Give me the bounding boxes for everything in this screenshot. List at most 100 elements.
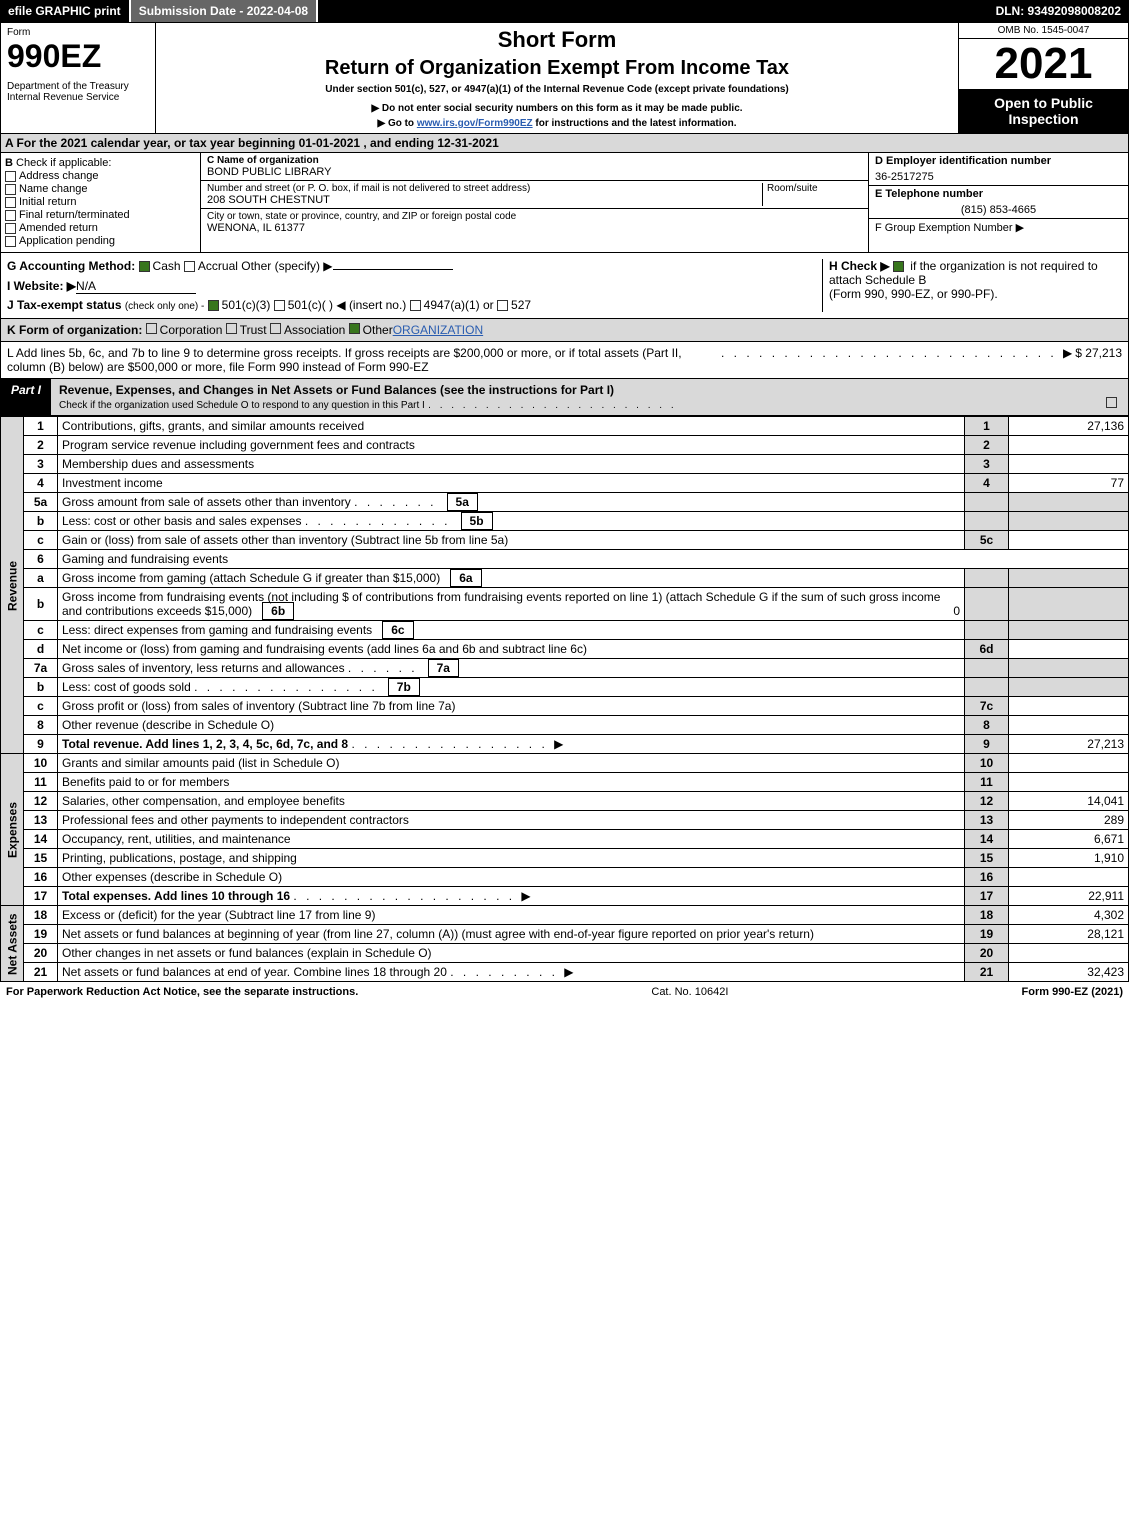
line-k: K Form of organization: Corporation Trus… — [0, 319, 1129, 342]
h-checkbox[interactable] — [893, 261, 904, 272]
final-return-checkbox[interactable] — [5, 210, 16, 221]
form-label: Form — [7, 27, 149, 38]
line-amount — [1009, 754, 1129, 773]
b-label: Check if applicable: — [16, 157, 111, 169]
omb-number: OMB No. 1545-0047 — [959, 23, 1128, 39]
assoc-checkbox[interactable] — [270, 323, 281, 334]
527-checkbox[interactable] — [497, 300, 508, 311]
shade-cell — [1009, 493, 1129, 512]
line-amount — [1009, 944, 1129, 963]
line-amount: 27,136 — [1009, 417, 1129, 436]
final-return-label: Final return/terminated — [19, 209, 130, 221]
line-num: 1 — [24, 417, 58, 436]
shade-cell — [965, 569, 1009, 588]
app-pending-checkbox[interactable] — [5, 236, 16, 247]
line-num: 5a — [24, 493, 58, 512]
cash-checkbox[interactable] — [139, 261, 150, 272]
return-title: Return of Organization Exempt From Incom… — [164, 57, 950, 80]
line-ref: 10 — [965, 754, 1009, 773]
line-num: 16 — [24, 868, 58, 887]
footer-left: For Paperwork Reduction Act Notice, see … — [6, 986, 358, 998]
website-value: N/A — [76, 279, 196, 294]
submission-date: Submission Date - 2022-04-08 — [131, 0, 318, 22]
line-amount — [1009, 455, 1129, 474]
line-amount: 32,423 — [1009, 963, 1129, 982]
other-org-label: Other — [363, 323, 393, 337]
city-state-zip: WENONA, IL 61377 — [207, 222, 862, 234]
shade-cell — [1009, 512, 1129, 531]
line-text: Total revenue. Add lines 1, 2, 3, 4, 5c,… — [62, 737, 348, 751]
line-text: Professional fees and other payments to … — [58, 811, 965, 830]
line-ref: 13 — [965, 811, 1009, 830]
line-text: Less: direct expenses from gaming and fu… — [62, 623, 372, 637]
shade-cell — [1009, 659, 1129, 678]
line-text: Total expenses. Add lines 10 through 16 — [62, 889, 290, 903]
sub-ref: 7a — [428, 659, 459, 677]
corp-label: Corporation — [160, 323, 223, 337]
initial-return-checkbox[interactable] — [5, 197, 16, 208]
line-amount — [1009, 773, 1129, 792]
trust-checkbox[interactable] — [226, 323, 237, 334]
assoc-label: Association — [284, 323, 345, 337]
line-num: d — [24, 640, 58, 659]
line-amount: 4,302 — [1009, 906, 1129, 925]
name-change-checkbox[interactable] — [5, 184, 16, 195]
501c-checkbox[interactable] — [274, 300, 285, 311]
form-number: 990EZ — [7, 38, 149, 75]
other-org-checkbox[interactable] — [349, 323, 360, 334]
schedule-o-checkbox[interactable] — [1106, 397, 1117, 408]
ein-value: 36-2517275 — [869, 169, 1128, 185]
app-pending-label: Application pending — [19, 235, 115, 247]
sub-ref: 7b — [388, 678, 420, 696]
irs-link[interactable]: www.irs.gov/Form990EZ — [417, 118, 533, 129]
short-form-title: Short Form — [164, 27, 950, 53]
line-text: Gross income from fundraising events (no… — [62, 590, 940, 618]
line-ref: 1 — [965, 417, 1009, 436]
corp-checkbox[interactable] — [146, 323, 157, 334]
addr-label: Number and street (or P. O. box, if mail… — [207, 183, 762, 194]
efile-print-button[interactable]: efile GRAPHIC print — [0, 0, 131, 22]
addr-change-label: Address change — [19, 170, 99, 182]
part-i-sub: Check if the organization used Schedule … — [59, 400, 425, 411]
part-i-header: Part I Revenue, Expenses, and Changes in… — [0, 379, 1129, 416]
line-text: Other changes in net assets or fund bala… — [58, 944, 965, 963]
section-c: C Name of organization BOND PUBLIC LIBRA… — [201, 153, 868, 252]
org-name: BOND PUBLIC LIBRARY — [207, 166, 862, 178]
line-num: 21 — [24, 963, 58, 982]
line-num: 8 — [24, 716, 58, 735]
line-text: Net assets or fund balances at end of ye… — [62, 965, 447, 979]
line-num: 11 — [24, 773, 58, 792]
line-num: c — [24, 697, 58, 716]
line-num: 9 — [24, 735, 58, 754]
goto-prefix: ▶ Go to — [377, 118, 416, 129]
501c3-checkbox[interactable] — [208, 300, 219, 311]
section-d: D Employer identification number 36-2517… — [868, 153, 1128, 252]
accrual-checkbox[interactable] — [184, 261, 195, 272]
cash-label: Cash — [153, 259, 181, 273]
line-ref: 18 — [965, 906, 1009, 925]
other-org-value[interactable]: ORGANIZATION — [393, 323, 483, 337]
line-ref: 12 — [965, 792, 1009, 811]
other-method-input[interactable] — [333, 269, 453, 270]
dots: . . . . . . . . . ▶ — [450, 965, 576, 979]
line-text: Gross income from gaming (attach Schedul… — [62, 571, 440, 585]
open-inspection: Open to Public Inspection — [959, 89, 1128, 133]
line-text: Salaries, other compensation, and employ… — [58, 792, 965, 811]
4947-checkbox[interactable] — [410, 300, 421, 311]
line-text: Gross profit or (loss) from sales of inv… — [58, 697, 965, 716]
line-text: Less: cost of goods sold — [62, 680, 191, 694]
line-num: 20 — [24, 944, 58, 963]
part-i-tag: Part I — [1, 379, 51, 415]
goto-suffix: for instructions and the latest informat… — [533, 118, 737, 129]
i-label: I Website: ▶ — [7, 279, 76, 293]
line-num: b — [24, 588, 58, 621]
line-amount — [1009, 436, 1129, 455]
line-text: Net assets or fund balances at beginning… — [58, 925, 965, 944]
dots: . . . . . . . . . . . . . . . — [194, 680, 378, 694]
line-text: Other expenses (describe in Schedule O) — [58, 868, 965, 887]
addr-change-checkbox[interactable] — [5, 171, 16, 182]
line-text: Gross sales of inventory, less returns a… — [62, 661, 345, 675]
top-bar: efile GRAPHIC print Submission Date - 20… — [0, 0, 1129, 22]
amended-return-checkbox[interactable] — [5, 223, 16, 234]
line-text: Gain or (loss) from sale of assets other… — [58, 531, 965, 550]
